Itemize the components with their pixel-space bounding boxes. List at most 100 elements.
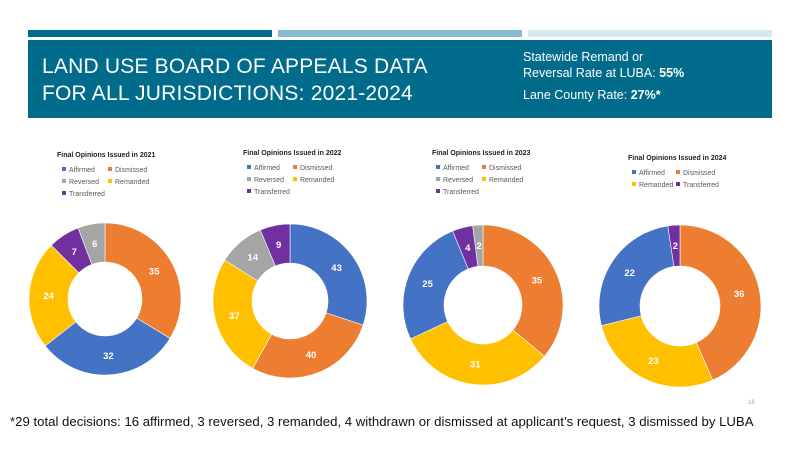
slice-value-label: 2 — [673, 241, 678, 252]
legend-item: Transferred — [62, 191, 105, 198]
legend-label: Reversed — [69, 179, 99, 186]
legend-label: Dismissed — [489, 165, 522, 172]
slice-transferred — [667, 224, 681, 267]
lane-county-rate: Lane County Rate: 27%* — [523, 87, 684, 103]
legend-swatch-icon — [247, 177, 251, 181]
chart-title: Final Opinions Issued in 2023 — [432, 150, 531, 157]
lane-county-rate-label: Lane County Rate: — [523, 88, 631, 102]
slice-value-label: 40 — [306, 350, 317, 361]
legend-item: Transferred — [436, 189, 479, 196]
legend-swatch-icon — [632, 182, 636, 186]
slice-value-label: 7 — [72, 247, 77, 258]
slice-value-label: 31 — [470, 360, 481, 371]
legend-swatch-icon — [436, 165, 440, 169]
legend-label: Transferred — [443, 189, 479, 196]
legend-item: Affirmed — [436, 165, 469, 172]
statewide-rate-value: 55% — [659, 66, 685, 80]
legend-swatch-icon — [676, 182, 680, 186]
legend-label: Reversed — [254, 177, 284, 184]
lane-county-rate-value: 27%* — [630, 88, 661, 102]
legend-label: Transferred — [683, 182, 719, 189]
slice-remanded — [410, 321, 545, 386]
legend-item: Dismissed — [293, 165, 332, 172]
legend-item: Reversed — [436, 177, 473, 184]
title-banner: LAND USE BOARD OF APPEALS DATA FOR ALL J… — [28, 40, 772, 118]
slice-value-label: 22 — [624, 268, 635, 279]
slice-value-label: 35 — [149, 267, 160, 278]
slice-dismissed — [252, 312, 364, 379]
legend-label: Reversed — [443, 177, 473, 184]
legend-swatch-icon — [482, 177, 486, 181]
slice-value-label: 4 — [465, 243, 471, 254]
slice-remanded — [28, 244, 80, 347]
slice-affirmed — [289, 223, 368, 326]
legend-label: Affirmed — [443, 165, 469, 172]
slice-transferred — [259, 223, 291, 267]
statewide-rate-line-1: Statewide Remand or — [523, 50, 644, 64]
slice-dismissed — [482, 224, 564, 357]
legend-swatch-icon — [436, 189, 440, 193]
legend-item: Reversed — [247, 177, 284, 184]
slice-remanded — [601, 315, 714, 388]
legend-swatch-icon — [62, 179, 66, 183]
legend-item: Transferred — [676, 182, 719, 189]
legend-label: Dismissed — [115, 167, 148, 174]
legend-item: Dismissed — [108, 167, 147, 174]
legend-item: Affirmed — [62, 167, 95, 174]
slide-title-line-1: LAND USE BOARD OF APPEALS DATA — [42, 55, 428, 78]
legend-swatch-icon — [482, 165, 486, 169]
statewide-rate-line-2: Reversal Rate at LUBA: 55% — [523, 65, 684, 81]
statewide-rate-label: Reversal Rate at LUBA: — [523, 66, 660, 80]
chart-title: Final Opinions Issued in 2024 — [628, 155, 727, 162]
legend-label: Remanded — [300, 177, 335, 184]
slice-dismissed — [679, 224, 762, 381]
slice-value-label: 43 — [331, 263, 342, 274]
slice-reversed — [472, 224, 484, 267]
slice-value-label: 24 — [43, 291, 54, 302]
legend-label: Transferred — [254, 189, 290, 196]
legend-swatch-icon — [108, 179, 112, 183]
legend-label: Dismissed — [683, 170, 716, 177]
legend-swatch-icon — [108, 167, 112, 171]
slice-value-label: 35 — [532, 275, 543, 286]
legend-item: Dismissed — [482, 165, 521, 172]
slice-value-label: 9 — [276, 240, 281, 251]
legend-swatch-icon — [62, 191, 66, 195]
accent-bar-medium — [278, 30, 522, 37]
slice-affirmed — [402, 230, 469, 340]
legend-item: Dismissed — [676, 170, 715, 177]
slice-dismissed — [104, 222, 182, 339]
legend-item: Remanded — [632, 182, 673, 189]
legend-swatch-icon — [247, 165, 251, 169]
slice-value-label: 32 — [103, 351, 114, 362]
rate-summary: Statewide Remand or Reversal Rate at LUB… — [523, 49, 684, 103]
legend-item: Reversed — [62, 179, 99, 186]
slide-title: LAND USE BOARD OF APPEALS DATA FOR ALL J… — [42, 53, 428, 107]
legend-item: Transferred — [247, 189, 290, 196]
legend-swatch-icon — [676, 170, 680, 174]
legend-swatch-icon — [293, 165, 297, 169]
slice-value-label: 6 — [92, 239, 97, 250]
legend-label: Affirmed — [69, 167, 95, 174]
legend-swatch-icon — [436, 177, 440, 181]
accent-bar-dark — [28, 30, 272, 37]
page-number: 16 — [748, 400, 755, 406]
slice-value-label: 23 — [648, 356, 659, 367]
legend-item: Affirmed — [247, 165, 280, 172]
chart-title: Final Opinions Issued in 2022 — [243, 150, 342, 157]
legend-label: Transferred — [69, 191, 105, 198]
slice-value-label: 14 — [248, 253, 259, 264]
legend-swatch-icon — [247, 189, 251, 193]
legend-swatch-icon — [62, 167, 66, 171]
slice-value-label: 2 — [477, 241, 482, 252]
slice-remanded — [212, 259, 273, 369]
legend-label: Dismissed — [300, 165, 333, 172]
legend-label: Affirmed — [254, 165, 280, 172]
legend-item: Remanded — [482, 177, 523, 184]
slice-affirmed — [598, 225, 675, 327]
legend-swatch-icon — [293, 177, 297, 181]
legend-label: Remanded — [489, 177, 524, 184]
